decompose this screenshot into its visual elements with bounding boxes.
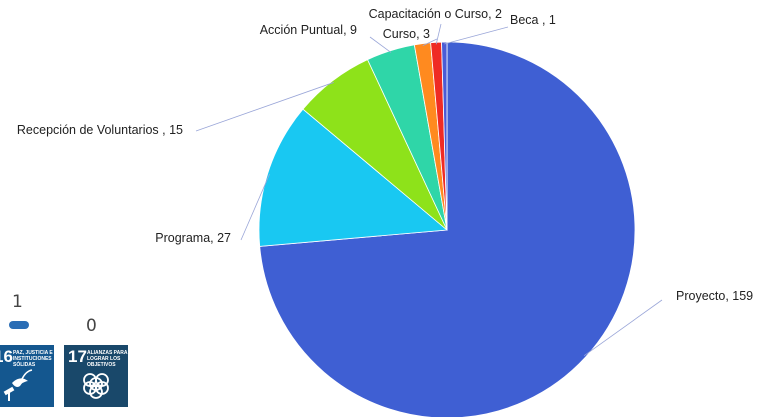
slice-label: Curso, 3: [383, 27, 430, 41]
slice-labels: Proyecto, 159 Programa, 27 Recepción de Vo…: [17, 7, 753, 303]
ods-16-bar: [9, 321, 29, 329]
ods-17-count: 0: [86, 316, 97, 336]
slice-label: Programa, 27: [155, 231, 231, 245]
leader-line: [422, 38, 438, 46]
leader-lines: [195, 23, 663, 356]
leader-line: [369, 36, 392, 53]
ods-16-number: 16: [0, 347, 13, 366]
dove-gavel-icon: [3, 369, 33, 401]
ods-17-tile: 17 Alianzas para lograr los objetivos: [64, 345, 128, 407]
interlinked-rings-icon: [83, 373, 109, 399]
ods-17-number: 17: [68, 347, 87, 366]
leader-line: [583, 299, 663, 356]
slice-label: Capacitación o Curso, 2: [369, 7, 502, 21]
ods-16-tile: 16 Paz, justicia e instituciones sólidas: [0, 345, 54, 407]
ods-16-text: Paz, justicia e instituciones sólidas: [13, 350, 53, 368]
slice-label: Beca , 1: [510, 13, 556, 27]
ods-17-text: Alianzas para lograr los objetivos: [87, 350, 128, 368]
pie-slice-programa: [258, 108, 448, 247]
pie-slice-beca: [441, 41, 448, 231]
leader-line: [240, 173, 270, 241]
pie-slices: [258, 41, 636, 417]
slice-label: Proyecto, 159: [676, 289, 753, 303]
leader-line: [435, 23, 442, 45]
slice-label: Recepción de Voluntarios , 15: [17, 123, 183, 137]
slice-label: Acción Puntual, 9: [260, 23, 357, 37]
ods-16-count: 1: [12, 292, 23, 312]
leader-line: [195, 82, 334, 132]
leader-line: [444, 26, 509, 45]
